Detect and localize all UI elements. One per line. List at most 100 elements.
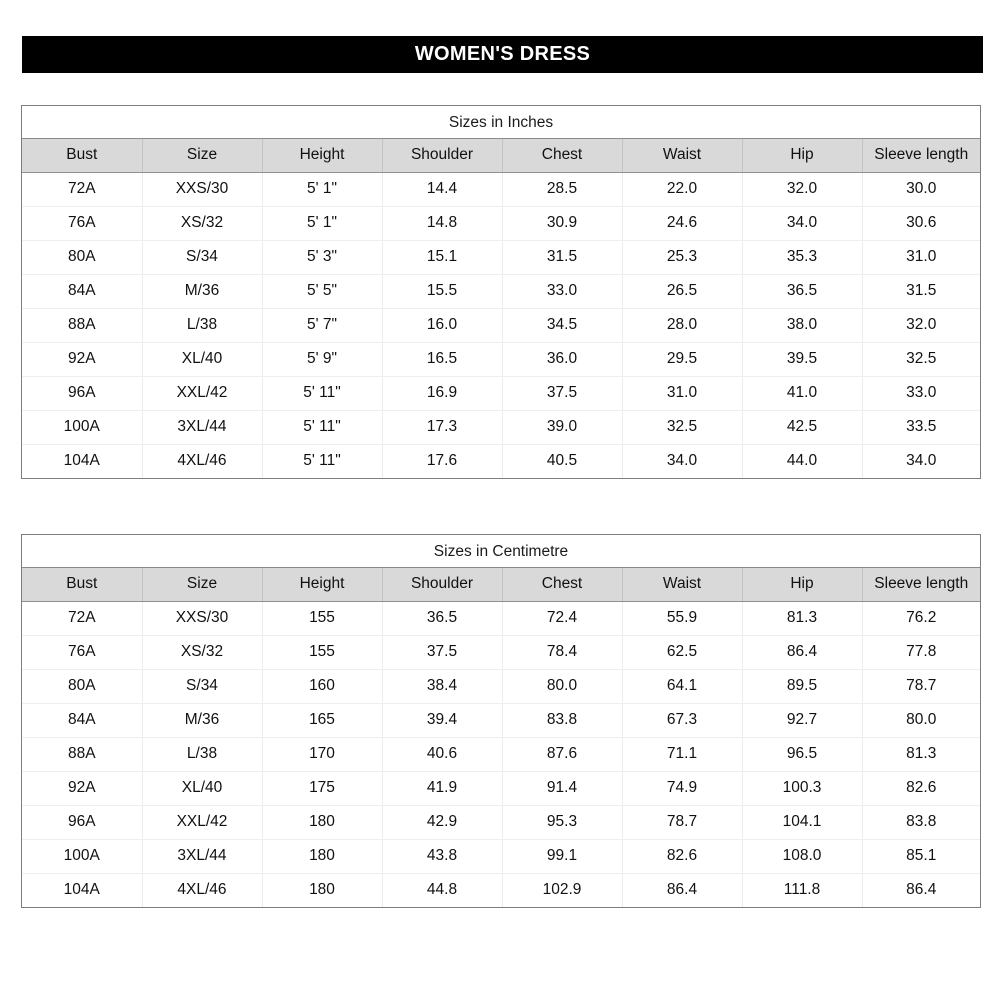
- table-row: 104A 4XL/46 5' 11" 17.6 40.5 34.0 44.0 3…: [22, 444, 980, 478]
- table-caption-centimetre: Sizes in Centimetre: [22, 535, 980, 568]
- cell-shoulder: 39.4: [382, 703, 503, 738]
- cell-height: 5' 7": [262, 308, 383, 343]
- cell-hip: 41.0: [742, 376, 863, 411]
- table-row: 80A S/34 160 38.4 80.0 64.1 89.5 78.7: [22, 669, 980, 704]
- cell-waist: 67.3: [622, 703, 743, 738]
- cell-sleeve-length: 33.5: [862, 410, 980, 445]
- centimetre-table-header: Bust Size Height Shoulder Chest Waist Hi…: [22, 568, 980, 602]
- table-caption-inches: Sizes in Inches: [22, 106, 980, 139]
- cell-shoulder: 14.4: [382, 172, 503, 207]
- cell-waist: 25.3: [622, 240, 743, 275]
- cell-sleeve-length: 83.8: [862, 805, 980, 840]
- cell-chest: 36.0: [502, 342, 623, 377]
- table-header-row: Bust Size Height Shoulder Chest Waist Hi…: [22, 139, 980, 173]
- table-row: 92A XL/40 175 41.9 91.4 74.9 100.3 82.6: [22, 771, 980, 806]
- cell-shoulder: 16.9: [382, 376, 503, 411]
- cell-waist: 86.4: [622, 873, 743, 907]
- cell-size: 4XL/46: [142, 873, 263, 907]
- inches-table-body: 72A XXS/30 5' 1" 14.4 28.5 22.0 32.0 30.…: [22, 172, 980, 478]
- cell-height: 5' 11": [262, 376, 383, 411]
- cell-hip: 89.5: [742, 669, 863, 704]
- column-header-hip: Hip: [742, 568, 863, 602]
- cell-height: 155: [262, 601, 383, 636]
- cell-chest: 99.1: [502, 839, 623, 874]
- cell-bust: 104A: [22, 873, 143, 907]
- cell-height: 5' 9": [262, 342, 383, 377]
- table-row: 80A S/34 5' 3" 15.1 31.5 25.3 35.3 31.0: [22, 240, 980, 275]
- cell-height: 180: [262, 805, 383, 840]
- cell-chest: 39.0: [502, 410, 623, 445]
- cell-waist: 62.5: [622, 635, 743, 670]
- cell-sleeve-length: 30.0: [862, 172, 980, 207]
- cell-height: 175: [262, 771, 383, 806]
- cell-bust: 104A: [22, 444, 143, 478]
- table-row: 84A M/36 5' 5" 15.5 33.0 26.5 36.5 31.5: [22, 274, 980, 309]
- cell-size: 3XL/44: [142, 410, 263, 445]
- inches-table: Bust Size Height Shoulder Chest Waist Hi…: [22, 139, 980, 478]
- cell-height: 5' 1": [262, 206, 383, 241]
- column-header-chest: Chest: [502, 568, 623, 602]
- cell-shoulder: 17.6: [382, 444, 503, 478]
- cell-chest: 91.4: [502, 771, 623, 806]
- cell-hip: 108.0: [742, 839, 863, 874]
- cell-hip: 111.8: [742, 873, 863, 907]
- cell-shoulder: 14.8: [382, 206, 503, 241]
- cell-shoulder: 43.8: [382, 839, 503, 874]
- column-header-height: Height: [262, 139, 383, 173]
- cell-size: XL/40: [142, 342, 263, 377]
- cell-sleeve-length: 80.0: [862, 703, 980, 738]
- table-row: 92A XL/40 5' 9" 16.5 36.0 29.5 39.5 32.5: [22, 342, 980, 377]
- cell-chest: 30.9: [502, 206, 623, 241]
- cell-height: 5' 11": [262, 410, 383, 445]
- cell-shoulder: 15.1: [382, 240, 503, 275]
- cell-sleeve-length: 33.0: [862, 376, 980, 411]
- cell-size: XXS/30: [142, 172, 263, 207]
- cell-size: XL/40: [142, 771, 263, 806]
- column-header-size: Size: [142, 568, 263, 602]
- cell-shoulder: 42.9: [382, 805, 503, 840]
- cell-bust: 100A: [22, 839, 143, 874]
- cell-size: M/36: [142, 274, 263, 309]
- cell-sleeve-length: 32.5: [862, 342, 980, 377]
- cell-size: XXL/42: [142, 376, 263, 411]
- cell-sleeve-length: 85.1: [862, 839, 980, 874]
- cell-height: 180: [262, 839, 383, 874]
- cell-hip: 35.3: [742, 240, 863, 275]
- cell-bust: 84A: [22, 274, 143, 309]
- cell-waist: 31.0: [622, 376, 743, 411]
- cell-hip: 32.0: [742, 172, 863, 207]
- cell-hip: 104.1: [742, 805, 863, 840]
- cell-sleeve-length: 76.2: [862, 601, 980, 636]
- cell-hip: 39.5: [742, 342, 863, 377]
- column-header-chest: Chest: [502, 139, 623, 173]
- table-row: 88A L/38 170 40.6 87.6 71.1 96.5 81.3: [22, 737, 980, 772]
- cell-shoulder: 36.5: [382, 601, 503, 636]
- cell-size: XXL/42: [142, 805, 263, 840]
- cell-chest: 80.0: [502, 669, 623, 704]
- cell-hip: 38.0: [742, 308, 863, 343]
- cell-hip: 44.0: [742, 444, 863, 478]
- cell-hip: 100.3: [742, 771, 863, 806]
- table-row: 76A XS/32 5' 1" 14.8 30.9 24.6 34.0 30.6: [22, 206, 980, 241]
- cell-waist: 26.5: [622, 274, 743, 309]
- cell-chest: 33.0: [502, 274, 623, 309]
- cell-waist: 32.5: [622, 410, 743, 445]
- cell-chest: 31.5: [502, 240, 623, 275]
- cell-bust: 84A: [22, 703, 143, 738]
- column-header-waist: Waist: [622, 139, 743, 173]
- cell-shoulder: 37.5: [382, 635, 503, 670]
- cell-waist: 71.1: [622, 737, 743, 772]
- cell-bust: 100A: [22, 410, 143, 445]
- cell-waist: 28.0: [622, 308, 743, 343]
- cell-hip: 34.0: [742, 206, 863, 241]
- cell-height: 170: [262, 737, 383, 772]
- cell-waist: 74.9: [622, 771, 743, 806]
- centimetre-table: Bust Size Height Shoulder Chest Waist Hi…: [22, 568, 980, 907]
- cell-chest: 34.5: [502, 308, 623, 343]
- cell-height: 5' 3": [262, 240, 383, 275]
- cell-height: 5' 5": [262, 274, 383, 309]
- cell-waist: 22.0: [622, 172, 743, 207]
- cell-chest: 40.5: [502, 444, 623, 478]
- table-row: 96A XXL/42 5' 11" 16.9 37.5 31.0 41.0 33…: [22, 376, 980, 411]
- cell-shoulder: 41.9: [382, 771, 503, 806]
